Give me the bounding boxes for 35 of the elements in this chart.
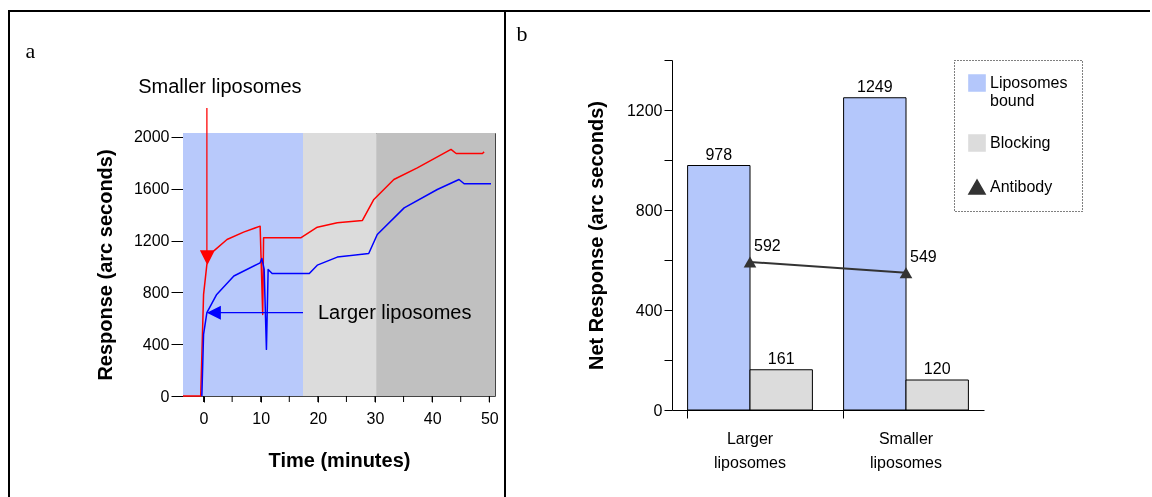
data-label: 1249: [857, 77, 893, 95]
x-tick-label: 10: [252, 409, 271, 427]
data-label: 120: [923, 360, 951, 377]
x-tick-label: 0: [199, 409, 209, 427]
x-axis-title: Time (minutes): [268, 448, 411, 471]
x-tick-label: 40: [423, 409, 442, 427]
data-label: 592: [754, 237, 781, 254]
annotation: Larger liposomes: [318, 300, 472, 323]
chart-title: a: [25, 38, 36, 63]
data-label: 549: [910, 247, 937, 265]
legend-label: Blocking: [990, 134, 1051, 151]
data-label: 161: [767, 349, 795, 367]
y-axis-title: Response (arc seconds): [93, 149, 116, 381]
y-tick-label: 1200: [133, 232, 170, 250]
y-axis-title: Net Response (arc seconds): [584, 101, 607, 370]
y-tick-label: 800: [142, 283, 170, 301]
x-tick-label: Larger liposomes: [713, 429, 787, 471]
data-label: 978: [705, 145, 733, 163]
x-tick-label: Smaller liposomes: [869, 429, 943, 471]
x-tick-label: 30: [366, 409, 385, 427]
legend-label: Antibody: [990, 178, 1053, 195]
y-tick-label: 400: [142, 335, 170, 353]
legend-label: Liposomes bound: [990, 74, 1068, 109]
y-tick-label: 2000: [133, 128, 170, 146]
y-tick-label: 400: [635, 301, 663, 319]
y-tick-label: 800: [635, 201, 663, 219]
line-series: [182, 148, 485, 397]
x-tick-label: 20: [309, 409, 328, 427]
x-tick-label: 50: [480, 409, 499, 427]
line-series: [201, 178, 492, 397]
y-tick-label: 1600: [133, 180, 170, 198]
chart-title: b: [516, 20, 528, 46]
y-tick-label: 1200: [626, 101, 663, 119]
text: Smaller liposomes: [138, 75, 302, 97]
y-tick-label: 0: [160, 387, 170, 405]
